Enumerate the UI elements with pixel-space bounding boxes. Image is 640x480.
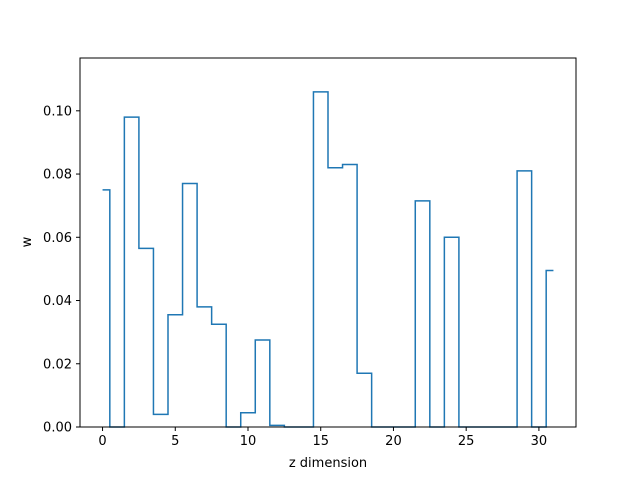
y-tick-label: 0.10 (43, 104, 72, 119)
x-tick-label: 15 (312, 434, 329, 449)
x-axis-ticks: 0 5 10 15 20 25 30 (98, 427, 547, 449)
x-axis-label: z dimension (289, 456, 367, 471)
y-tick-label: 0.08 (43, 168, 72, 183)
x-tick-label: 5 (171, 434, 179, 449)
y-axis-label: w (20, 236, 35, 247)
plot-frame (79, 57, 577, 428)
x-tick-label: 10 (240, 434, 257, 449)
x-tick-label: 30 (531, 434, 548, 449)
x-tick-label: 25 (458, 434, 475, 449)
y-tick-label: 0.06 (43, 231, 72, 246)
y-tick-label: 0.00 (43, 421, 72, 436)
y-axis-ticks: 0.00 0.02 0.04 0.06 0.08 0.10 (43, 104, 80, 436)
y-tick-label: 0.02 (43, 357, 72, 372)
x-tick-label: 0 (98, 434, 106, 449)
y-tick-label: 0.04 (43, 294, 72, 309)
x-tick-label: 20 (385, 434, 402, 449)
